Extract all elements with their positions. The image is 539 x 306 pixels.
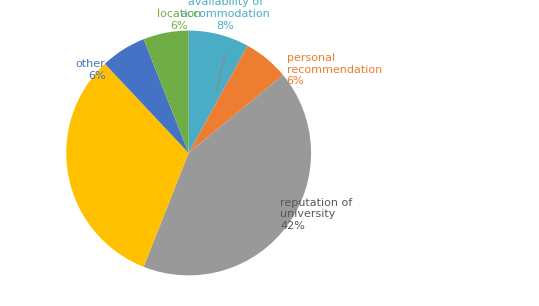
Text: location
6%: location 6%: [157, 9, 201, 31]
Wedge shape: [105, 39, 189, 153]
Text: cost
32%: cost 32%: [84, 132, 109, 154]
Wedge shape: [189, 46, 283, 153]
Text: reputation of
university
42%: reputation of university 42%: [280, 198, 353, 231]
Wedge shape: [66, 64, 189, 267]
Text: other
6%: other 6%: [75, 59, 106, 80]
Wedge shape: [189, 31, 247, 153]
Wedge shape: [143, 75, 311, 275]
Text: availability of
accommodation
8%: availability of accommodation 8%: [181, 0, 270, 31]
Wedge shape: [143, 31, 189, 153]
Text: personal
recommendation
6%: personal recommendation 6%: [287, 53, 382, 86]
